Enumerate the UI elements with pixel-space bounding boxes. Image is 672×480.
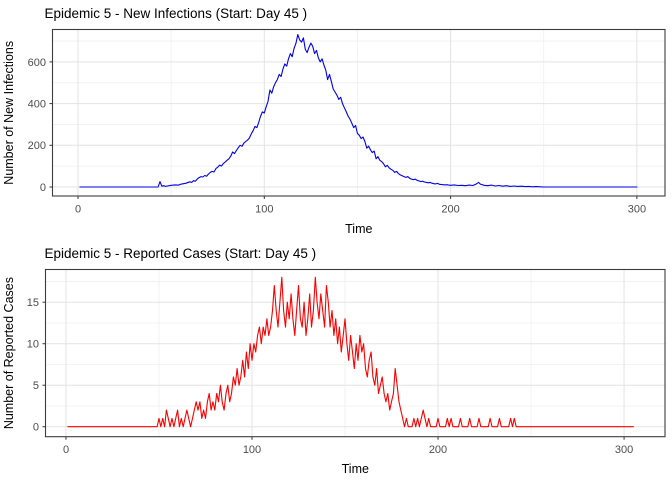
x-tick-label: 300	[615, 444, 633, 456]
panel-border	[44, 268, 666, 438]
panel-border	[51, 28, 666, 197]
y-tick-label: 0	[40, 182, 46, 194]
x-tick-label: 100	[243, 444, 261, 456]
y-tick-label: 600	[28, 57, 46, 69]
panel-background	[52, 29, 665, 196]
y-axis-title-reported-cases: Number of Reported Cases	[2, 277, 16, 429]
new-infections-plot: 0 100 200 300 0 200 400 600 Epidemic 5 - New In…	[2, 6, 666, 236]
chart-title-new-infections: Epidemic 5 - New Infections (Start: Day …	[45, 6, 308, 21]
chart-title-reported-cases: Epidemic 5 - Reported Cases (Start: Day …	[45, 246, 317, 261]
x-tick-label: 300	[628, 204, 646, 216]
plot-panel-reported-cases: 0 100 200 300 0 5 10 15	[27, 268, 666, 456]
y-tick-label: 5	[33, 380, 39, 392]
y-axis-title-new-infections: Number of New Infections	[2, 41, 16, 185]
plot-panel-new-infections: 0 100 200 300 0 200 400 600	[28, 28, 666, 216]
series-line	[79, 34, 638, 188]
x-tick-label: 200	[441, 204, 459, 216]
x-axis-title-new-infections: Time	[345, 222, 372, 236]
x-tick-label: 200	[429, 444, 447, 456]
series-line	[67, 276, 634, 428]
x-tick-label: 0	[75, 204, 81, 216]
figure-reported-cases: 0 100 200 300 0 5 10 15 Epidemic 5 - Reported C…	[0, 240, 672, 480]
x-tick-label: 0	[63, 444, 69, 456]
y-tick-label: 0	[33, 422, 39, 434]
y-tick-label: 15	[27, 297, 39, 309]
x-axis-title-reported-cases: Time	[342, 462, 369, 476]
figure-new-infections: 0 100 200 300 0 200 400 600 Epidemic 5 - New In…	[2, 6, 666, 236]
y-tick-label: 400	[28, 99, 46, 111]
y-tick-label: 200	[28, 140, 46, 152]
y-tick-label: 10	[27, 339, 39, 351]
reported-cases-plot: 0 100 200 300 0 5 10 15 Epidemic 5 - Reported C…	[2, 246, 666, 476]
x-tick-label: 100	[255, 204, 273, 216]
